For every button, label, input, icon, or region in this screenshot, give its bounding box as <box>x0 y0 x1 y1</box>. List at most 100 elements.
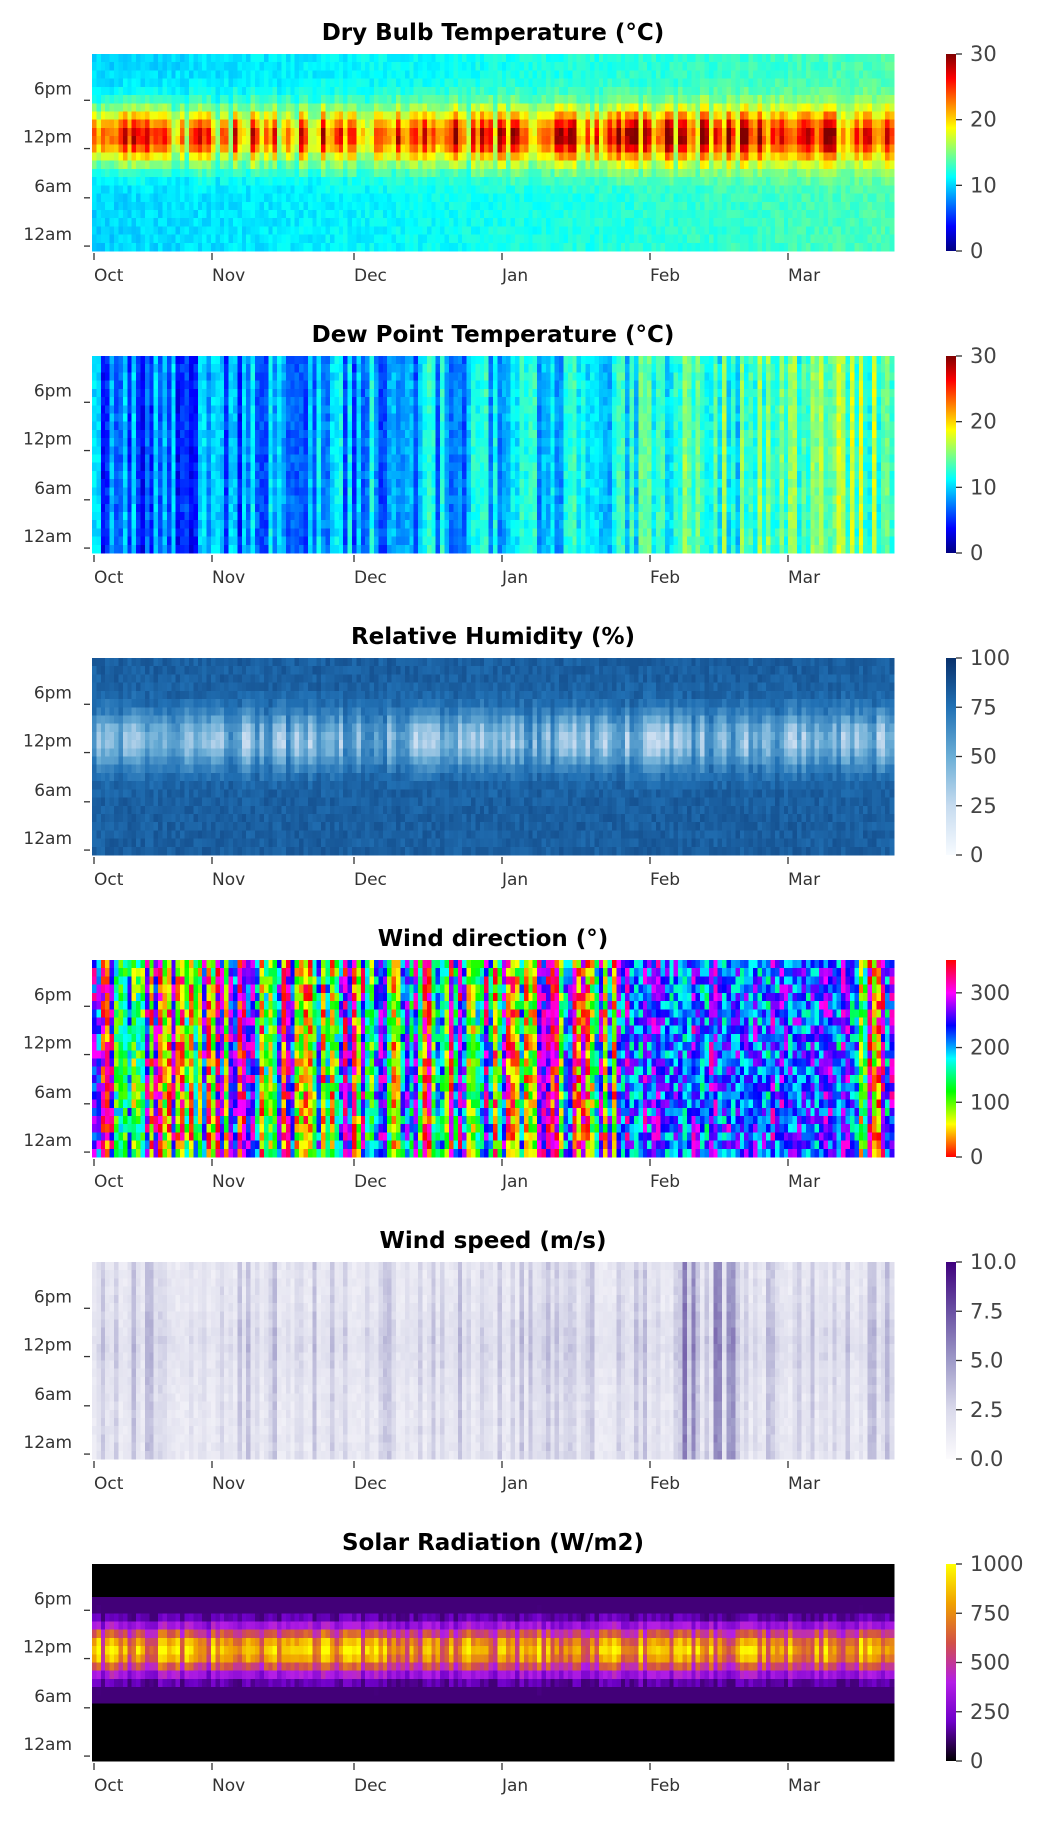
heatmap-cell <box>351 218 357 227</box>
heatmap-cell <box>567 218 573 227</box>
heatmap-cell <box>246 218 252 227</box>
heatmap-cell <box>506 242 512 252</box>
heatmap-cell <box>858 86 864 96</box>
heatmap-cell <box>413 177 419 186</box>
heatmap-cell <box>206 242 212 252</box>
heatmap-cell <box>576 226 582 236</box>
heatmap-cell <box>440 86 446 96</box>
heatmap-cell <box>651 127 657 137</box>
heatmap-cell <box>431 127 437 137</box>
heatmap-cell <box>805 62 811 72</box>
heatmap-cell <box>312 152 318 162</box>
heatmap-cell <box>616 119 622 129</box>
heatmap-cell <box>576 201 582 211</box>
heatmap-cell <box>365 54 371 63</box>
heatmap-cell <box>686 193 692 203</box>
heatmap-cell <box>537 168 543 178</box>
heatmap-cell <box>343 103 349 113</box>
heatmap-cell <box>118 536 124 546</box>
heatmap-cell <box>854 226 860 236</box>
heatmap-cell <box>616 111 622 121</box>
heatmap-cell <box>136 536 142 546</box>
heatmap-cell <box>409 78 415 88</box>
heatmap-cell <box>409 160 415 170</box>
heatmap-cell <box>277 185 283 195</box>
heatmap-cell <box>166 495 172 505</box>
heatmap-cell <box>832 226 838 236</box>
heatmap-cell <box>184 111 190 121</box>
x-tick-label: Oct <box>94 266 124 286</box>
heatmap-cell <box>175 177 181 186</box>
heatmap-cell <box>158 168 164 178</box>
heatmap-cell <box>656 226 662 236</box>
heatmap-cell <box>202 242 208 252</box>
heatmap-cell <box>444 62 450 72</box>
heatmap-cell <box>396 111 402 121</box>
heatmap-cell <box>497 136 503 145</box>
heatmap-cell <box>109 388 115 398</box>
heatmap-cell <box>501 127 507 137</box>
heatmap-cell <box>378 152 384 162</box>
heatmap-cell <box>387 144 393 154</box>
heatmap-cell <box>849 103 855 113</box>
heatmap-cell <box>810 218 816 227</box>
heatmap-cell <box>285 218 291 227</box>
heatmap-cell <box>158 520 164 529</box>
heatmap-cell <box>140 528 146 538</box>
heatmap-cell <box>563 201 569 211</box>
heatmap-cell <box>387 78 393 88</box>
heatmap-cell <box>149 454 155 464</box>
heatmap-cell <box>453 177 459 186</box>
heatmap-cell <box>114 520 120 529</box>
heatmap-cell <box>651 70 657 80</box>
heatmap-cell <box>109 429 115 439</box>
heatmap-cell <box>193 364 199 374</box>
heatmap-cell <box>682 136 688 145</box>
heatmap-cell <box>876 185 882 195</box>
heatmap-cell <box>409 95 415 104</box>
heatmap-cell <box>867 168 873 178</box>
heatmap-cell <box>343 152 349 162</box>
heatmap-cell <box>153 144 159 154</box>
heatmap-cell <box>285 62 291 72</box>
heatmap-cell <box>448 103 454 113</box>
heatmap-cell <box>136 421 142 431</box>
heatmap-cell <box>175 495 181 505</box>
heatmap-cell <box>576 119 582 129</box>
heatmap-cell <box>233 95 239 104</box>
heatmap-cell <box>779 144 785 154</box>
heatmap-cell <box>180 242 186 252</box>
heatmap-cell <box>607 95 613 104</box>
heatmap-cell <box>766 86 772 96</box>
heatmap-cell <box>202 111 208 121</box>
heatmap-cell <box>400 103 406 113</box>
heatmap-cell <box>100 119 106 129</box>
heatmap-cell <box>510 160 516 170</box>
heatmap-cell <box>202 136 208 145</box>
heatmap-cell <box>422 86 428 96</box>
heatmap-cell <box>136 372 142 382</box>
heatmap-cell <box>303 201 309 211</box>
heatmap-cell <box>660 193 666 203</box>
heatmap-cell <box>374 185 380 195</box>
heatmap-cell <box>153 413 159 423</box>
heatmap-cell <box>656 193 662 203</box>
heatmap-cell <box>175 397 181 406</box>
heatmap-cell <box>620 95 626 104</box>
heatmap-cell <box>673 111 679 121</box>
heatmap-cell <box>638 185 644 195</box>
heatmap-cell <box>171 405 177 415</box>
heatmap-cell <box>369 54 375 63</box>
heatmap-cell <box>114 127 120 137</box>
heatmap-cell <box>224 234 230 244</box>
heatmap-cell <box>281 218 287 227</box>
heatmap-cell <box>162 479 168 488</box>
heatmap-cell <box>127 78 133 88</box>
heatmap-cell <box>153 209 159 219</box>
heatmap-cell <box>779 201 785 211</box>
heatmap-cell <box>96 54 102 63</box>
heatmap-cell <box>418 209 424 219</box>
heatmap-cell <box>695 201 701 211</box>
heatmap-cell <box>158 54 164 63</box>
heatmap-cell <box>704 177 710 186</box>
